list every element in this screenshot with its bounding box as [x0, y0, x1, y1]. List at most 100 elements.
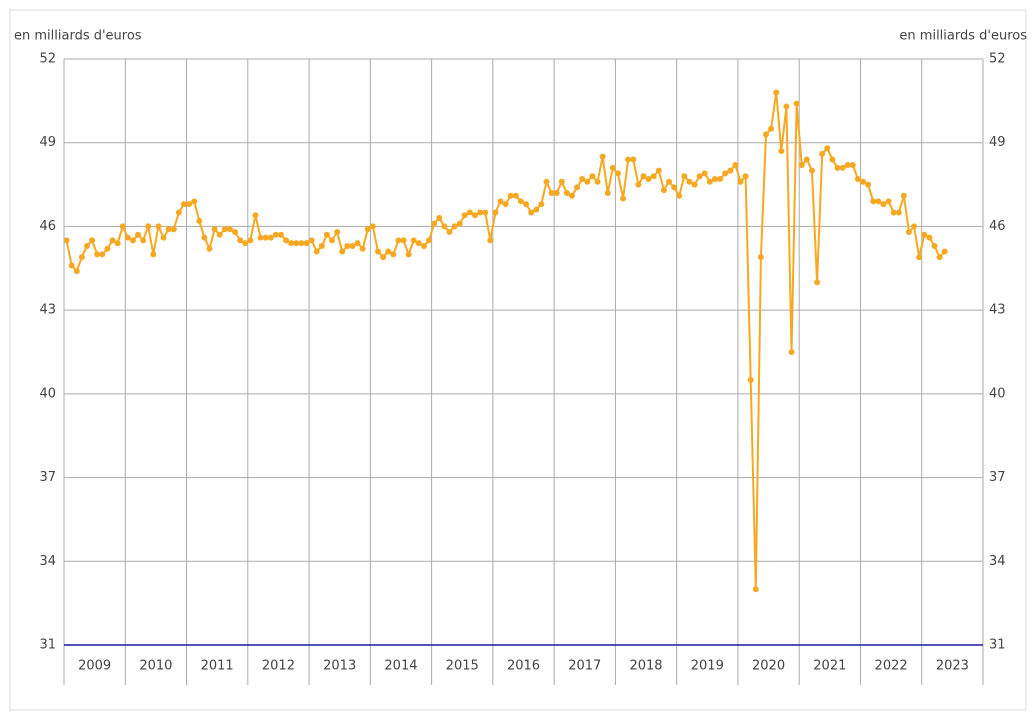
point	[431, 220, 438, 227]
point	[252, 212, 259, 219]
point	[288, 240, 295, 247]
point	[793, 100, 800, 107]
x-tick-label: 2015	[446, 659, 479, 674]
point	[757, 254, 764, 261]
point	[267, 234, 274, 241]
point	[620, 195, 627, 202]
point	[180, 201, 187, 208]
point	[247, 237, 254, 244]
point	[83, 242, 90, 249]
point	[487, 237, 494, 244]
point	[722, 170, 729, 177]
y-tick-label: 31	[39, 638, 56, 653]
point	[298, 240, 305, 247]
point	[415, 240, 422, 247]
point	[803, 156, 810, 163]
x-tick-label: 2011	[201, 659, 234, 674]
point	[344, 242, 351, 249]
x-tick-label: 2020	[752, 659, 785, 674]
y-tick-label: 52	[39, 52, 56, 67]
point	[68, 262, 75, 269]
point	[630, 156, 637, 163]
y-tick-label: 40	[39, 386, 56, 401]
point	[691, 181, 698, 188]
point	[808, 167, 815, 174]
point	[277, 231, 284, 238]
point	[839, 164, 846, 171]
y2-tick-label: 40	[989, 386, 1006, 401]
point	[885, 198, 892, 205]
point	[135, 231, 142, 238]
point	[523, 201, 530, 208]
point	[875, 198, 882, 205]
point	[272, 231, 279, 238]
y2-tick-label: 49	[989, 135, 1006, 150]
point	[109, 237, 116, 244]
point	[609, 164, 616, 171]
point	[471, 212, 478, 219]
point	[528, 209, 535, 216]
point	[538, 201, 545, 208]
point	[706, 178, 713, 185]
point	[497, 198, 504, 205]
point	[186, 201, 193, 208]
point	[436, 215, 443, 222]
y-axis-title: en milliards d'euros	[14, 29, 142, 44]
point	[773, 89, 780, 96]
point	[553, 189, 560, 196]
point	[308, 237, 315, 244]
point	[395, 237, 402, 244]
point	[201, 234, 208, 241]
point	[701, 170, 708, 177]
point	[477, 209, 484, 216]
point	[737, 178, 744, 185]
point	[400, 237, 407, 244]
point	[334, 229, 341, 236]
point	[364, 226, 371, 233]
point	[461, 212, 468, 219]
y-tick-label: 34	[39, 554, 56, 569]
point	[941, 248, 948, 255]
y-tick-label: 46	[39, 219, 56, 234]
point	[257, 234, 264, 241]
point	[354, 240, 361, 247]
point	[676, 192, 683, 199]
y2-tick-label: 43	[989, 303, 1006, 318]
x-tick-label: 2018	[629, 659, 662, 674]
point	[191, 198, 198, 205]
point	[569, 192, 576, 199]
point	[574, 184, 581, 191]
point	[293, 240, 300, 247]
point	[829, 156, 836, 163]
point	[390, 251, 397, 258]
point	[94, 251, 101, 258]
point	[78, 254, 85, 261]
y-tick-label: 37	[39, 470, 56, 485]
point	[420, 242, 427, 249]
point	[865, 181, 872, 188]
point	[589, 173, 596, 180]
point	[650, 173, 657, 180]
point	[921, 231, 928, 238]
point	[124, 234, 131, 241]
point	[160, 234, 167, 241]
x-tick-label: 2009	[78, 659, 111, 674]
point	[660, 187, 667, 194]
frame	[9, 9, 1027, 711]
point	[686, 178, 693, 185]
point	[890, 209, 897, 216]
point	[625, 156, 632, 163]
point	[380, 254, 387, 261]
point	[834, 164, 841, 171]
x-tick-label: 2023	[936, 659, 969, 674]
point	[492, 209, 499, 216]
point	[584, 178, 591, 185]
point	[170, 226, 177, 233]
x-tick-label: 2010	[139, 659, 172, 674]
point	[405, 251, 412, 258]
point	[604, 189, 611, 196]
point	[681, 173, 688, 180]
point	[916, 254, 923, 261]
point	[221, 226, 228, 233]
point	[507, 192, 514, 199]
